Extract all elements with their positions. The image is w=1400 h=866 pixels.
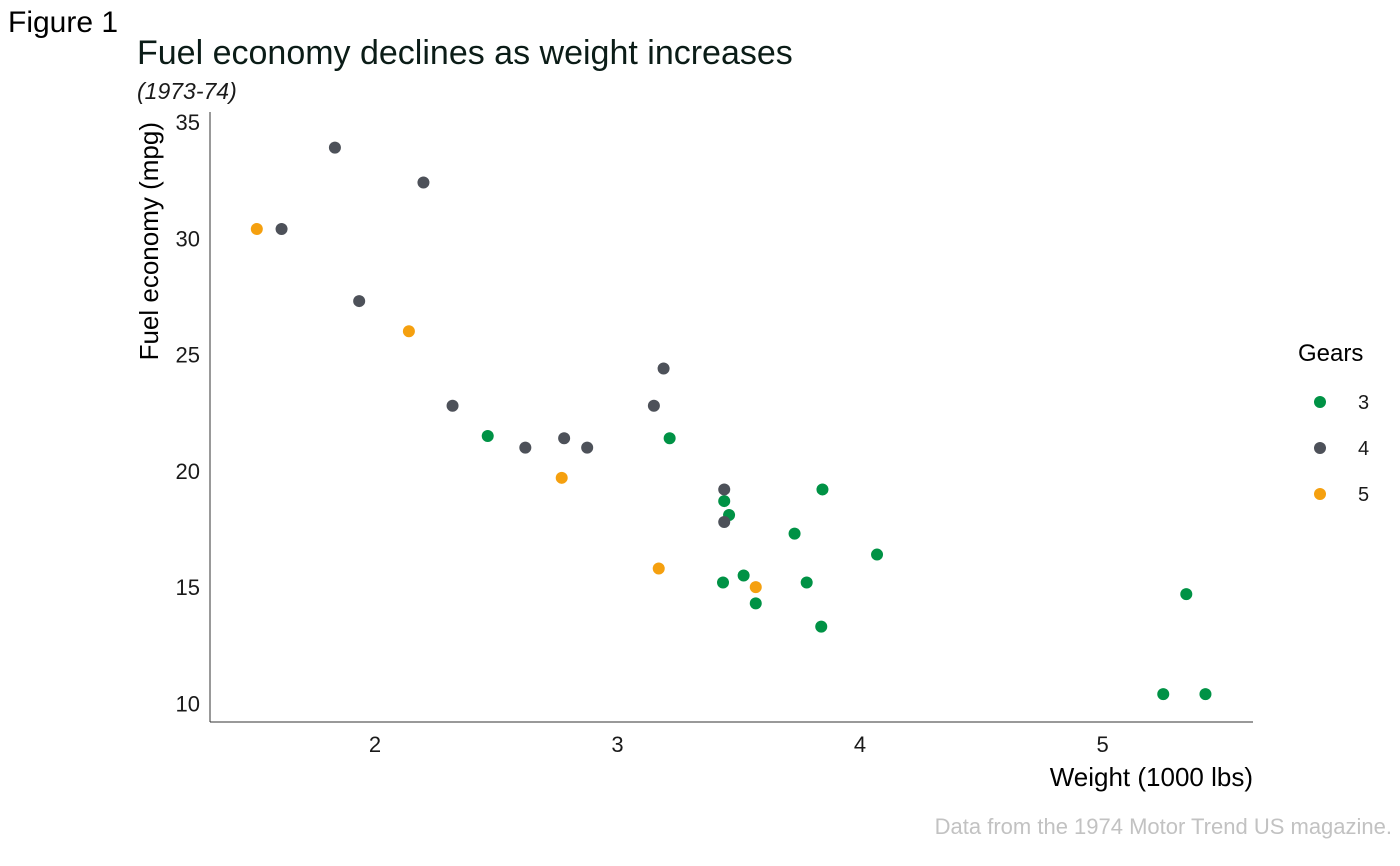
y-tick-label: 35 bbox=[176, 110, 200, 135]
data-point-gear-3 bbox=[1199, 688, 1212, 701]
data-point-gear-4 bbox=[581, 441, 594, 454]
y-tick-label: 15 bbox=[176, 575, 200, 600]
data-point-gear-5 bbox=[555, 471, 568, 484]
data-point-gear-4 bbox=[718, 516, 731, 528]
x-tick-label: 4 bbox=[854, 732, 866, 757]
data-point-gear-3 bbox=[1157, 688, 1170, 701]
y-tick-label: 30 bbox=[176, 226, 200, 251]
x-axis-title: Weight (1000 lbs) bbox=[1050, 762, 1253, 792]
x-tick-label: 2 bbox=[369, 732, 381, 757]
x-tick-label: 5 bbox=[1096, 732, 1108, 757]
figure-label: Figure 1 bbox=[8, 6, 119, 39]
data-point-gear-4 bbox=[328, 141, 341, 154]
data-point-gear-4 bbox=[657, 362, 670, 375]
data-point-gear-4 bbox=[519, 441, 532, 454]
data-point-gear-4 bbox=[647, 399, 660, 412]
data-point-gear-4 bbox=[718, 483, 731, 496]
y-tick-label: 25 bbox=[176, 343, 200, 368]
data-point-gear-3 bbox=[718, 495, 731, 508]
axes: 2 3 4 5 10 15 20 25 30 35 Weight (1000 lbs) Fuel ec… bbox=[134, 110, 1253, 792]
data-point-gear-5 bbox=[250, 222, 263, 235]
data-point-gear-3 bbox=[717, 576, 730, 589]
y-tick-label: 20 bbox=[176, 459, 200, 484]
data-point-gear-3 bbox=[788, 527, 801, 540]
legend-label-gear-3: 3 bbox=[1358, 392, 1369, 414]
data-point-gear-5 bbox=[652, 562, 665, 575]
data-point-gear-4 bbox=[353, 295, 366, 308]
chart-title: Fuel economy declines as weight increase… bbox=[137, 34, 793, 72]
data-points bbox=[250, 141, 1212, 701]
y-axis-title: Fuel economy (mpg) bbox=[134, 122, 164, 360]
data-point-gear-4 bbox=[446, 399, 459, 412]
legend-label-gear-5: 5 bbox=[1358, 484, 1369, 506]
legend-label-gear-4: 4 bbox=[1358, 438, 1369, 460]
legend: Gears 3 4 5 bbox=[1298, 340, 1369, 506]
data-point-gear-5 bbox=[749, 581, 762, 594]
legend-key-gear-5 bbox=[1314, 488, 1326, 500]
data-source-caption: Data from the 1974 Motor Trend US magazi… bbox=[934, 814, 1392, 839]
chart-subtitle: (1973-74) bbox=[137, 78, 237, 104]
data-point-gear-4 bbox=[275, 222, 288, 235]
legend-title: Gears bbox=[1298, 340, 1363, 367]
legend-key-gear-3 bbox=[1314, 396, 1326, 408]
data-point-gear-4 bbox=[558, 432, 571, 445]
data-point-gear-3 bbox=[663, 432, 676, 445]
data-point-gear-3 bbox=[481, 429, 494, 442]
data-point-gear-4 bbox=[417, 176, 430, 189]
x-tick-label: 3 bbox=[611, 732, 623, 757]
y-tick-label: 10 bbox=[176, 691, 200, 716]
data-point-gear-3 bbox=[800, 576, 813, 589]
data-point-gear-5 bbox=[402, 325, 415, 338]
data-point-gear-3 bbox=[871, 548, 884, 561]
data-point-gear-3 bbox=[816, 483, 829, 496]
legend-key-gear-4 bbox=[1314, 442, 1326, 454]
data-point-gear-3 bbox=[815, 620, 828, 633]
data-point-gear-3 bbox=[1180, 588, 1193, 601]
data-point-gear-3 bbox=[749, 597, 762, 610]
data-point-gear-3 bbox=[737, 569, 750, 582]
